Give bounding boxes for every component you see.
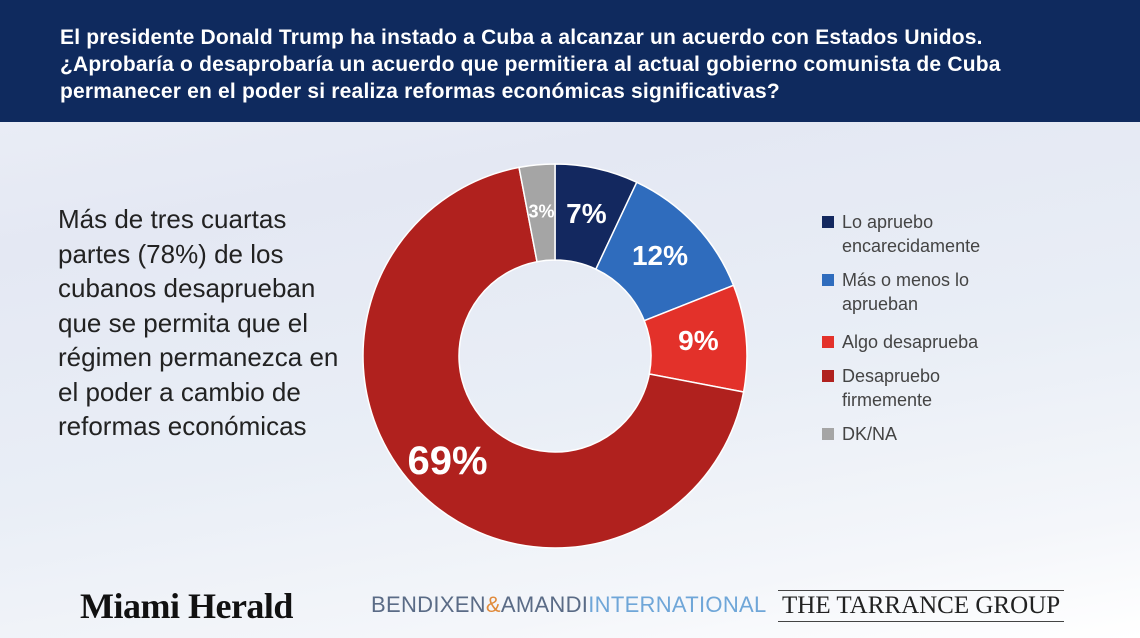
logo: BENDIXEN&AMANDIINTERNATIONAL	[371, 592, 767, 618]
legend-item: Lo apruebo encarecidamente	[822, 210, 1022, 258]
legend-swatch	[822, 428, 834, 440]
legend-swatch	[822, 216, 834, 228]
data-label: 9%	[678, 325, 719, 356]
legend-label: Lo apruebo encarecidamente	[842, 212, 981, 256]
donut-slice	[362, 166, 745, 549]
logo-part: INTERNATIONAL	[588, 592, 767, 617]
legend-label: Desapruebo firmemente	[842, 366, 941, 410]
legend-item: Más o menos lo aprueban	[822, 268, 1022, 316]
header-band	[0, 0, 1140, 122]
legend-label: Algo desaprueba	[842, 332, 979, 352]
legend-label: Más o menos lo aprueban	[842, 270, 970, 314]
legend-item: Algo desaprueba	[822, 330, 1022, 354]
logo: Miami Herald	[80, 586, 293, 626]
legend-swatch	[822, 336, 834, 348]
donut-slice	[518, 163, 556, 263]
legend-swatch	[822, 370, 834, 382]
data-label: 12%	[632, 240, 688, 271]
annotation: Más de tres cuartas partes (78%) de los …	[58, 204, 339, 441]
legend-item: DK/NA	[822, 422, 1022, 446]
legend-item: Desapruebo firmemente	[822, 364, 1022, 412]
logo: THE TARRANCE GROUP	[778, 590, 1065, 622]
logo-part: AMANDI	[500, 592, 589, 617]
legend-label: DK/NA	[842, 424, 898, 444]
logo-part: &	[485, 592, 501, 617]
chart-title: El presidente Donald Trump ha instado a …	[60, 26, 1001, 103]
data-label: 7%	[566, 198, 607, 229]
legend-swatch	[822, 274, 834, 286]
logo-part: BENDIXEN	[371, 592, 486, 617]
legend: Lo apruebo encarecidamente Más o menos lo…	[822, 210, 1022, 456]
data-label: 69%	[407, 439, 487, 483]
data-label: 3%	[528, 201, 554, 221]
